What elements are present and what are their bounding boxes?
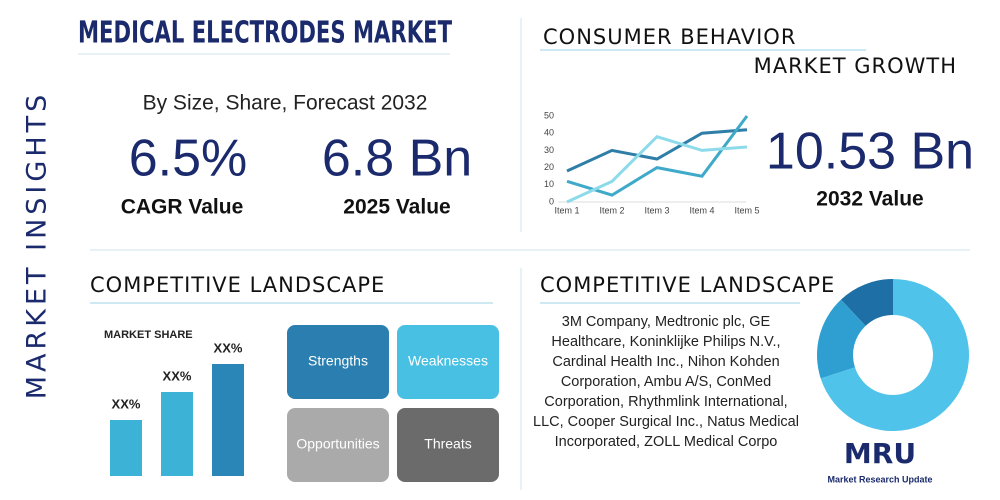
swot-box [397, 408, 499, 482]
swot-label: Strengths [308, 353, 368, 369]
chart-title: MARKET SHARE [104, 329, 193, 341]
logo: MRU [844, 437, 916, 470]
section-title: COMPETITIVE LANDSCAPE [540, 273, 835, 297]
section-title: CONSUMER BEHAVIOR [543, 25, 796, 49]
donut-segment [820, 279, 969, 431]
y-tick-label: 50 [544, 110, 554, 120]
stat-label: 2032 Value [816, 188, 923, 211]
x-tick-label: Item 5 [734, 205, 759, 215]
stat-label: 2025 Value [343, 196, 450, 219]
title: MEDICAL ELECTRODES MARKET [78, 16, 452, 51]
series-line [566, 128, 748, 173]
swot-label: Weaknesses [408, 353, 488, 369]
subtitle: By Size, Share, Forecast 2032 [143, 92, 428, 115]
side-label: MARKET INSIGHTS [22, 91, 53, 399]
swot-label: Opportunities [296, 436, 379, 452]
y-tick-label: 20 [544, 162, 554, 172]
bar-label: XX% [214, 340, 243, 355]
bar [161, 392, 193, 476]
stat-value: 6.5% [129, 130, 248, 188]
stat-value: 10.53 Bn [766, 123, 974, 181]
bar [212, 364, 244, 476]
series-line [566, 115, 749, 197]
x-tick-label: Item 1 [554, 205, 579, 215]
bar-label: XX% [163, 368, 192, 383]
section-subtitle: MARKET GROWTH [754, 54, 957, 78]
swot-box [397, 325, 499, 399]
x-tick-label: Item 4 [689, 205, 714, 215]
bar [110, 420, 142, 476]
logo-tagline: Market Research Update [827, 474, 932, 484]
company-list: 3M Company, Medtronic plc, GE Healthcare… [533, 314, 799, 450]
y-tick-label: 30 [544, 145, 554, 155]
bar-label: XX% [112, 396, 141, 411]
x-tick-label: Item 2 [599, 205, 624, 215]
stat-value: 6.8 Bn [322, 130, 472, 188]
swot-box [287, 408, 389, 482]
y-tick-label: 10 [544, 179, 554, 189]
series-line [566, 134, 748, 204]
donut-segment [817, 299, 866, 379]
swot-label: Threats [424, 436, 471, 452]
swot-box [287, 325, 389, 399]
y-tick-label: 0 [549, 196, 554, 206]
y-tick-label: 40 [544, 128, 554, 138]
section-title: COMPETITIVE LANDSCAPE [90, 273, 385, 297]
donut-segment [840, 279, 893, 326]
stat-label: CAGR Value [121, 196, 244, 219]
x-tick-label: Item 3 [644, 205, 669, 215]
